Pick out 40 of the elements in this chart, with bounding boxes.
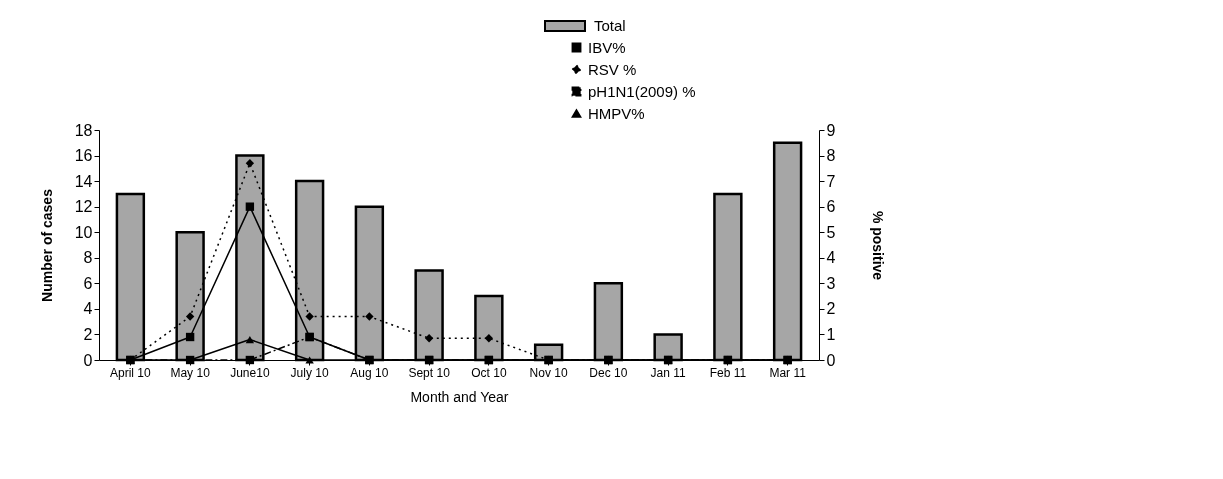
y-tick-label: 2 xyxy=(83,325,93,343)
x-tick-label: April 10 xyxy=(110,365,152,380)
y-tick-label: 4 xyxy=(83,300,93,318)
x-tick-label: June10 xyxy=(230,365,270,380)
y2-tick-label: 3 xyxy=(826,274,836,292)
legend-label: pH1N1(2009) % xyxy=(588,82,696,100)
x-axis-title: Month and Year xyxy=(410,388,509,405)
y2-tick-label: 0 xyxy=(826,351,836,369)
x-tick-label: Jan 11 xyxy=(650,365,687,380)
y-tick-label: 0 xyxy=(83,351,93,369)
legend-label: RSV % xyxy=(588,60,637,78)
y-tick-label: 18 xyxy=(74,121,93,139)
y-axis-title: Number of cases xyxy=(38,188,55,302)
x-tick-label: Dec 10 xyxy=(589,365,628,380)
y2-tick-label: 6 xyxy=(826,198,836,216)
y2-tick-label: 2 xyxy=(826,300,836,318)
x-tick-label: Feb 11 xyxy=(709,365,747,380)
y-tick-label: 14 xyxy=(74,172,93,190)
x-tick-label: Oct 10 xyxy=(471,365,507,380)
y-tick-label: 10 xyxy=(74,223,93,241)
x-tick-label: Sept 10 xyxy=(408,365,451,380)
legend-label: IBV% xyxy=(588,38,626,56)
y2-tick-label: 5 xyxy=(826,223,836,241)
y-tick-label: 16 xyxy=(74,147,93,165)
legend-label: HMPV% xyxy=(588,104,645,122)
x-tick-label: Mar 11 xyxy=(769,365,807,380)
y2-tick-label: 9 xyxy=(826,121,836,139)
x-tick-label: May 10 xyxy=(170,365,211,380)
y2-tick-label: 4 xyxy=(826,249,836,267)
x-tick-label: July 10 xyxy=(290,365,329,380)
legend-label: Total xyxy=(594,17,626,34)
y2-tick-label: 1 xyxy=(826,325,836,343)
y-tick-label: 6 xyxy=(83,274,93,292)
y-tick-label: 8 xyxy=(83,249,93,267)
y2-axis-title: % positive xyxy=(870,210,887,281)
y2-tick-label: 8 xyxy=(826,147,836,165)
x-tick-label: Aug 10 xyxy=(350,365,389,380)
x-tick-label: Nov 10 xyxy=(529,365,568,380)
y-tick-label: 12 xyxy=(74,198,93,216)
y2-tick-label: 7 xyxy=(826,172,836,190)
